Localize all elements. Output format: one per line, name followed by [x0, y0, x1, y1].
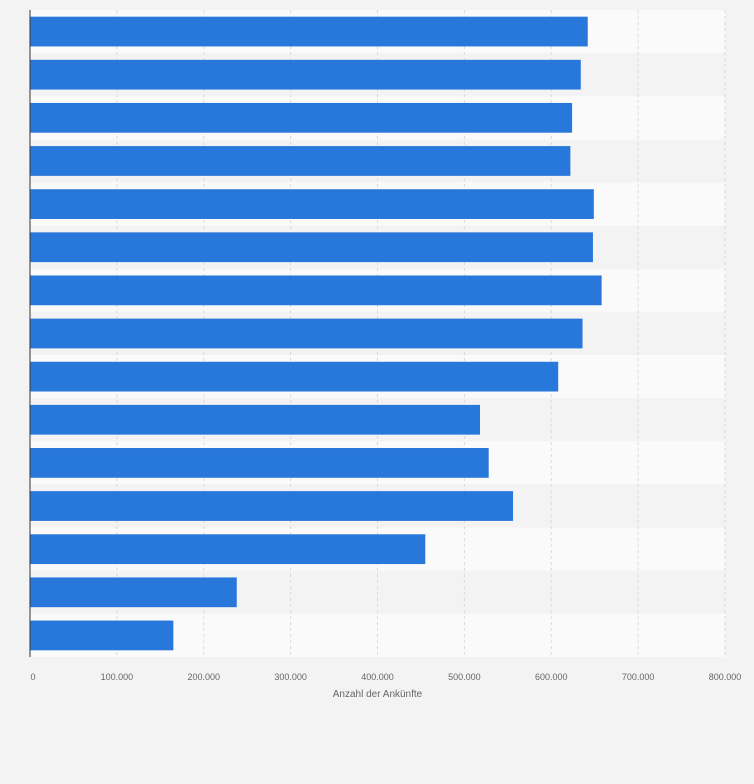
x-tick-label: 500.000 [448, 672, 481, 682]
bar [30, 404, 481, 435]
bar [30, 318, 583, 349]
bar [30, 102, 573, 133]
x-tick-label: 400.000 [361, 672, 394, 682]
bar [30, 59, 581, 90]
bar [30, 577, 237, 608]
bar [30, 275, 602, 306]
bar [30, 16, 588, 47]
x-tick-label: 300.000 [274, 672, 307, 682]
bar [30, 620, 174, 651]
x-tick-label: 800.000 [709, 672, 742, 682]
x-tick-label: 0 [30, 672, 35, 682]
bar [30, 534, 426, 565]
bar [30, 189, 594, 219]
bar [30, 146, 571, 176]
bar [30, 491, 514, 521]
x-tick-labels: 0 100.000 200.000 300.000 400.000 500.000 600.… [30, 672, 741, 682]
bar [30, 361, 559, 392]
bars [30, 16, 602, 651]
x-tick-label: 600.000 [535, 672, 568, 682]
bar [30, 232, 593, 263]
bar [30, 448, 489, 478]
x-tick-label: 200.000 [187, 672, 220, 682]
x-axis-label: Anzahl der Ankünfte [333, 689, 423, 700]
x-tick-label: 700.000 [622, 672, 655, 682]
x-tick-label: 100.000 [101, 672, 134, 682]
